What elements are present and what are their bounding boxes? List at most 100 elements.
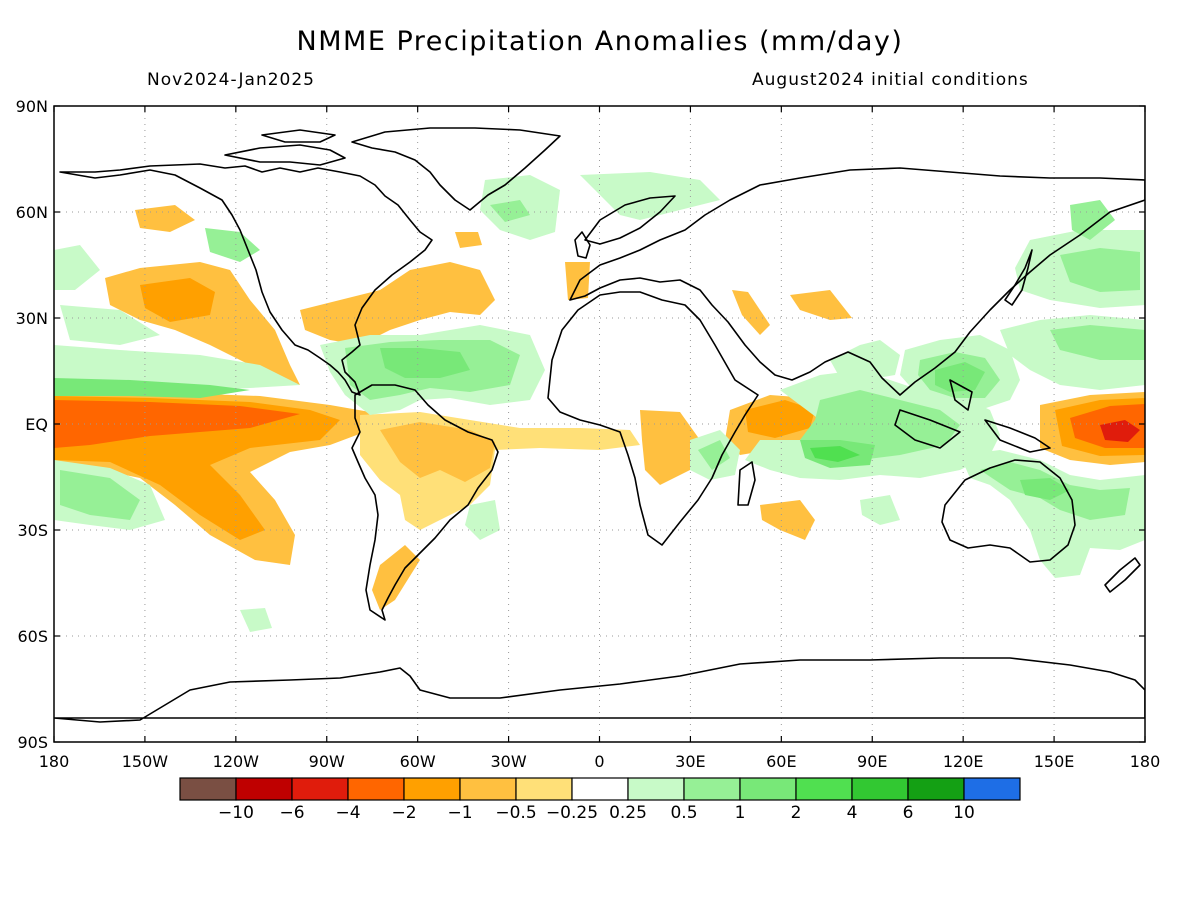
- colorbar-swatch: [851, 777, 909, 801]
- anomaly-region: [380, 422, 495, 482]
- colorbar-labels: −10 −6 −4 −2 −1 −0.5 −0.25 0.25 0.5 1 2 4 6 10: [218, 803, 975, 823]
- colorbar: [179, 777, 1021, 801]
- anomaly-region: [1020, 478, 1070, 500]
- colorbar-label: −4: [335, 803, 360, 823]
- lon-label: 30W: [490, 752, 526, 771]
- anomaly-region: [60, 470, 140, 520]
- anomaly-region: [1060, 248, 1140, 292]
- anomaly-region: [860, 495, 900, 525]
- colorbar-swatch: [347, 777, 405, 801]
- lat-label: EQ: [25, 415, 48, 434]
- colorbar-label: −2: [391, 803, 416, 823]
- anomaly-region: [380, 348, 470, 378]
- colorbar-label: −6: [279, 803, 304, 823]
- lon-label: 60E: [766, 752, 796, 771]
- coast-australia: [941, 459, 1076, 563]
- anomaly-region: [745, 400, 815, 438]
- coast-madagascar: [737, 461, 756, 506]
- anomaly-region: [698, 440, 730, 470]
- anomaly-region: [135, 205, 195, 232]
- colorbar-label: 4: [847, 803, 858, 823]
- anomaly-region: [1070, 200, 1115, 240]
- anomaly-region: [205, 228, 260, 262]
- gridlines: [54, 106, 1145, 742]
- colorbar-label: 10: [953, 803, 975, 823]
- colorbar-label: −0.25: [546, 803, 598, 823]
- lon-label: 180: [39, 752, 70, 771]
- anomaly-region: [565, 262, 590, 300]
- lon-label: 120E: [943, 752, 984, 771]
- coast-antarctica: [54, 657, 1145, 723]
- colorbar-label: 6: [903, 803, 914, 823]
- anomaly-region: [790, 290, 852, 320]
- anomaly-region: [810, 446, 860, 462]
- anomaly-region: [300, 262, 495, 345]
- coastlines: [54, 127, 1145, 723]
- coast-arctic-islands: [224, 129, 346, 166]
- colorbar-swatch: [683, 777, 741, 801]
- colorbar-label: −10: [218, 803, 254, 823]
- map-title: NMME Precipitation Anomalies (mm/day): [296, 26, 904, 57]
- lon-label: 90W: [309, 752, 345, 771]
- colorbar-swatch: [179, 777, 237, 801]
- colorbar-label: 1: [735, 803, 746, 823]
- colorbar-label: 0.25: [609, 803, 647, 823]
- colorbar-swatch: [571, 777, 629, 801]
- colorbar-swatch: [235, 777, 293, 801]
- initial-conditions: August2024 initial conditions: [752, 70, 1029, 90]
- anomaly-region: [372, 545, 420, 610]
- forecast-period: Nov2024-Jan2025: [147, 70, 315, 90]
- latitude-labels: 90N 60N 30N EQ 30S 60S 90S: [16, 97, 48, 752]
- lat-label: 30S: [17, 521, 48, 540]
- lat-label: 60S: [17, 627, 48, 646]
- colorbar-label: 2: [791, 803, 802, 823]
- anomaly-region: [465, 500, 500, 540]
- anomaly-region: [490, 200, 530, 222]
- colorbar-swatch: [739, 777, 797, 801]
- lon-label: 90E: [857, 752, 887, 771]
- colorbar-label: 0.5: [670, 803, 697, 823]
- coast-greenland: [351, 127, 561, 211]
- lat-label: 60N: [16, 203, 48, 222]
- coast-south-america: [351, 384, 499, 621]
- colorbar-label: −1: [447, 803, 472, 823]
- lon-label: 30E: [675, 752, 705, 771]
- colorbar-swatch: [515, 777, 573, 801]
- anomaly-region: [54, 245, 100, 290]
- coast-north-america: [59, 163, 433, 396]
- lon-label: 150E: [1034, 752, 1075, 771]
- lat-label: 90S: [17, 733, 48, 752]
- lon-label: 0: [594, 752, 604, 771]
- lon-label: 120W: [213, 752, 260, 771]
- anomaly-region: [580, 172, 720, 220]
- lon-label: 180: [1130, 752, 1161, 771]
- colorbar-swatch: [907, 777, 965, 801]
- colorbar-label: −0.5: [495, 803, 536, 823]
- anomaly-region: [60, 305, 160, 345]
- coast-british-isles: [574, 231, 591, 259]
- anomaly-region: [455, 232, 482, 248]
- anomaly-region: [54, 400, 300, 448]
- anomaly-region: [1100, 420, 1140, 442]
- anomaly-region: [640, 410, 700, 485]
- axis-ticks: [53, 105, 1146, 743]
- anomaly-region: [54, 378, 250, 398]
- longitude-labels: 180 150W 120W 90W 60W 30W 0 30E 60E 90E 120E 150E 18…: [39, 752, 1161, 771]
- anomaly-region: [760, 500, 815, 540]
- coast-eurasia: [569, 167, 1145, 396]
- lon-label: 60W: [400, 752, 436, 771]
- anomaly-region: [935, 362, 985, 392]
- anomaly-region: [140, 278, 215, 322]
- colorbar-swatch: [291, 777, 349, 801]
- anomaly-region: [240, 608, 272, 632]
- coast-africa-eurasia: [547, 291, 759, 546]
- colorbar-swatch: [627, 777, 685, 801]
- lat-label: 30N: [16, 309, 48, 328]
- coast-japan: [1004, 249, 1033, 306]
- coast-maritime-continent: [894, 379, 1051, 453]
- lon-label: 150W: [122, 752, 169, 771]
- colorbar-swatch: [963, 777, 1021, 801]
- lat-label: 90N: [16, 97, 48, 116]
- anomaly-region: [1050, 325, 1145, 360]
